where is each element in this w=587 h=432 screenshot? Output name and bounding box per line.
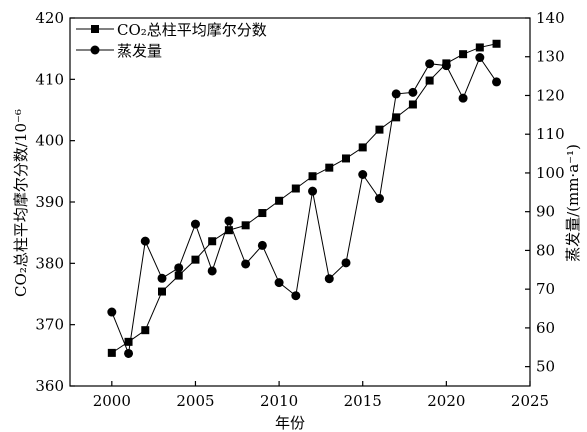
series-1-point (124, 348, 134, 358)
right-y-tick-label: 130 (536, 48, 565, 66)
series-0-point (475, 43, 484, 52)
axes (69, 17, 531, 387)
series-0-point (241, 221, 250, 230)
left-y-tick-label: 380 (35, 254, 64, 272)
series-0-point (174, 271, 183, 280)
left-y-tick-label: 390 (35, 193, 64, 211)
legend-label-evaporation: 蒸发量 (117, 42, 162, 60)
right-y-tick-label: 100 (536, 164, 565, 182)
series-0-point (308, 172, 317, 181)
series-0-point (408, 100, 417, 109)
right-y-axis-title: 蒸发量/(mm·a⁻¹) (564, 144, 582, 262)
series-1-point (157, 273, 167, 283)
series-1-point (241, 259, 251, 269)
legend: CO₂总柱平均摩尔分数 蒸发量 (76, 21, 267, 60)
series-1-point (408, 87, 418, 97)
right-y-tick-label: 110 (536, 125, 565, 143)
series-0-point (141, 326, 150, 335)
series-markers (107, 39, 502, 358)
series-0-point (291, 184, 300, 193)
x-axis-ticks: 2000 2005 2010 2015 2020 2025 (93, 381, 549, 410)
series-0-line (111, 43, 497, 354)
series-1-point (107, 307, 117, 317)
series-0-point (392, 113, 401, 122)
left-y-tick-label: 420 (35, 9, 64, 27)
series-0-point (325, 163, 334, 172)
right-y-axis-ticks: 50 60 70 80 90 100 110 120 130 140 (525, 9, 565, 376)
series-1-point (441, 61, 451, 71)
series-1-point (475, 53, 485, 63)
series-1-line (111, 56, 497, 356)
series-0-point (107, 348, 116, 357)
series-1-point (341, 258, 351, 268)
series-1-point (224, 216, 234, 226)
series-1-point (308, 186, 318, 196)
x-tick-label: 2010 (260, 392, 298, 410)
series-1-point (174, 263, 184, 273)
right-y-tick-label: 80 (536, 241, 555, 259)
series-1-point (492, 77, 502, 87)
x-tick-label: 2025 (511, 392, 549, 410)
series-0-point (342, 154, 350, 163)
left-y-axis-title: CO₂总柱平均摩尔分数/10⁻⁶ (12, 109, 30, 297)
legend-circle-marker-icon (90, 45, 100, 55)
left-y-tick-label: 360 (35, 377, 64, 395)
left-y-tick-label: 400 (35, 132, 64, 150)
series-0-point (191, 255, 200, 264)
series-1-point (291, 291, 301, 301)
right-y-tick-label: 70 (536, 280, 555, 298)
series-1-point (391, 89, 401, 99)
series-1-point (274, 278, 284, 288)
legend-label-co2: CO₂总柱平均摩尔分数 (117, 21, 267, 39)
series-1-point (374, 194, 384, 204)
series-0-point (224, 226, 233, 235)
series-0-point (459, 50, 468, 59)
plot-frame (69, 17, 531, 387)
series-0-point (492, 39, 501, 48)
series-lines (111, 43, 497, 356)
series-1-point (190, 219, 200, 229)
x-tick-label: 2020 (427, 392, 465, 410)
series-0-point (158, 287, 166, 296)
series-1-point (324, 274, 334, 284)
x-tick-label: 2000 (93, 392, 131, 410)
right-y-tick-label: 120 (536, 86, 565, 104)
series-0-point (375, 125, 384, 134)
x-tick-label: 2005 (176, 392, 214, 410)
series-0-point (124, 337, 133, 346)
left-y-axis-ticks: 360 370 380 390 400 410 420 (35, 9, 75, 395)
left-y-tick-label: 370 (35, 316, 64, 334)
right-y-tick-label: 50 (536, 358, 555, 376)
right-y-tick-label: 140 (536, 9, 565, 27)
series-0-point (208, 237, 217, 246)
series-1-point (207, 266, 217, 276)
series-0-point (358, 143, 367, 152)
series-1-point (458, 93, 468, 103)
series-0-point (258, 209, 267, 218)
left-y-tick-label: 410 (35, 70, 64, 88)
series-1-point (140, 236, 150, 246)
series-1-point (358, 169, 368, 179)
series-1-point (257, 240, 267, 250)
x-tick-label: 2015 (344, 392, 382, 410)
right-y-tick-label: 90 (536, 203, 555, 221)
right-y-tick-label: 60 (536, 319, 555, 337)
series-1-point (425, 59, 435, 69)
series-0-point (275, 196, 284, 205)
x-axis-title: 年份 (275, 414, 305, 432)
series-0-point (425, 76, 434, 85)
legend-square-marker-icon (91, 25, 99, 33)
